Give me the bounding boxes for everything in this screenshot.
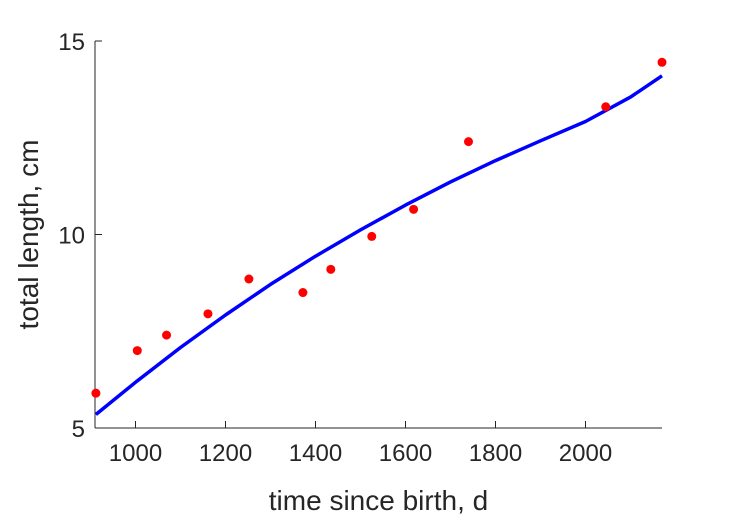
data-points bbox=[91, 57, 667, 398]
y-tick-label: 10 bbox=[58, 223, 85, 250]
x-tick-label: 2000 bbox=[559, 440, 612, 467]
data-point bbox=[203, 309, 213, 319]
x-tick-label: 1600 bbox=[379, 440, 432, 467]
x-tick-label: 1800 bbox=[469, 440, 522, 467]
y-tick-label: 15 bbox=[58, 29, 85, 56]
y-axis-title: total length, cm bbox=[13, 140, 44, 330]
data-point bbox=[657, 57, 667, 67]
x-axis-title: time since birth, d bbox=[269, 485, 488, 516]
data-point bbox=[298, 288, 308, 298]
data-point bbox=[367, 231, 377, 241]
data-point bbox=[409, 204, 419, 214]
y-tick-label: 5 bbox=[72, 416, 85, 443]
data-point bbox=[464, 137, 473, 147]
x-tick-label: 1400 bbox=[289, 440, 342, 467]
axes bbox=[94, 41, 662, 429]
fit-curve bbox=[94, 74, 663, 416]
data-point bbox=[91, 388, 101, 398]
x-tick-label: 1000 bbox=[109, 440, 162, 467]
fit-curve-layer bbox=[94, 74, 663, 416]
ticks: 1000 1200 1400 1600 1800 2000 5 10 15 bbox=[58, 29, 612, 467]
data-point bbox=[162, 330, 172, 340]
data-point bbox=[244, 274, 254, 284]
data-point bbox=[326, 264, 336, 274]
data-point bbox=[601, 102, 611, 112]
data-point bbox=[132, 346, 142, 356]
x-tick-label: 1200 bbox=[199, 440, 252, 467]
